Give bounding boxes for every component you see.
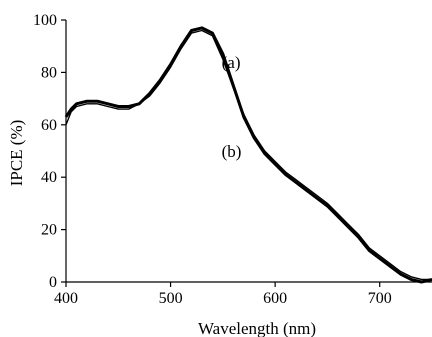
series-line-a: [65, 29, 432, 281]
x-tick-label: 600: [263, 290, 287, 307]
y-tick-label: 40: [41, 169, 57, 186]
curve-label: (b): [222, 142, 242, 161]
y-tick-label: 60: [41, 117, 57, 134]
series-line-b: [64, 26, 432, 284]
axes: 0 20 40 60 80 100 400 500 600 700: [33, 12, 432, 307]
labels-layer: Wavelength (nm) IPCE (%) (a) (b): [7, 53, 316, 337]
x-tick-label: 700: [368, 290, 392, 307]
x-axis-label: Wavelength (nm): [198, 319, 316, 337]
curve-label: (a): [222, 53, 241, 72]
y-tick-label: 80: [41, 64, 57, 81]
y-tick-label: 0: [49, 274, 57, 291]
series-layer: [64, 26, 432, 284]
y-tick-label: 100: [33, 12, 57, 29]
x-tick-label: 400: [54, 290, 78, 307]
x-tick-label: 500: [159, 290, 183, 307]
y-tick-label: 20: [41, 222, 57, 239]
y-axis-label: IPCE (%): [7, 120, 26, 187]
